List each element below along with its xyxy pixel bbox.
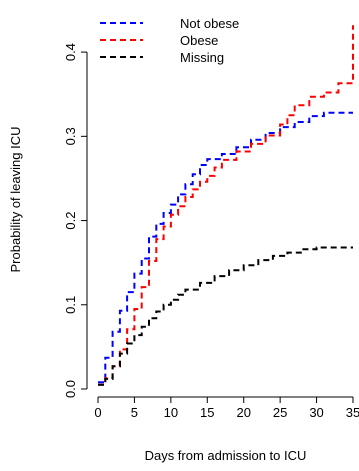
plot-area	[98, 25, 354, 386]
legend-label-missing: Missing	[180, 50, 224, 65]
y-tick-label: 0.4	[63, 43, 78, 61]
x-tick-label: 0	[94, 405, 101, 420]
axes: 0 5 10 15 20 25 30 35 0.0 0.1 0.2 0.3 0.4	[63, 43, 359, 420]
y-axis-label: Probability of leaving ICU	[8, 127, 23, 273]
legend-label-obese: Obese	[180, 33, 218, 48]
legend: Not obese Obese Missing	[100, 16, 239, 65]
series-line-missing	[98, 246, 353, 386]
x-tick-label: 20	[236, 405, 250, 420]
series-line-not-obese	[98, 111, 353, 384]
y-tick-label: 0.1	[63, 296, 78, 314]
x-tick-label: 5	[131, 405, 138, 420]
y-tick-label: 0.2	[63, 212, 78, 230]
y-tick-label: 0.0	[63, 380, 78, 398]
series-line-obese	[98, 25, 354, 386]
legend-label-not-obese: Not obese	[180, 16, 239, 31]
x-tick-label: 15	[200, 405, 214, 420]
x-axis-label: Days from admission to ICU	[145, 448, 307, 463]
y-tick-label: 0.3	[63, 127, 78, 145]
x-tick-label: 25	[273, 405, 287, 420]
x-tick-label: 10	[164, 405, 178, 420]
x-tick-label: 30	[309, 405, 323, 420]
x-tick-label: 35	[346, 405, 359, 420]
